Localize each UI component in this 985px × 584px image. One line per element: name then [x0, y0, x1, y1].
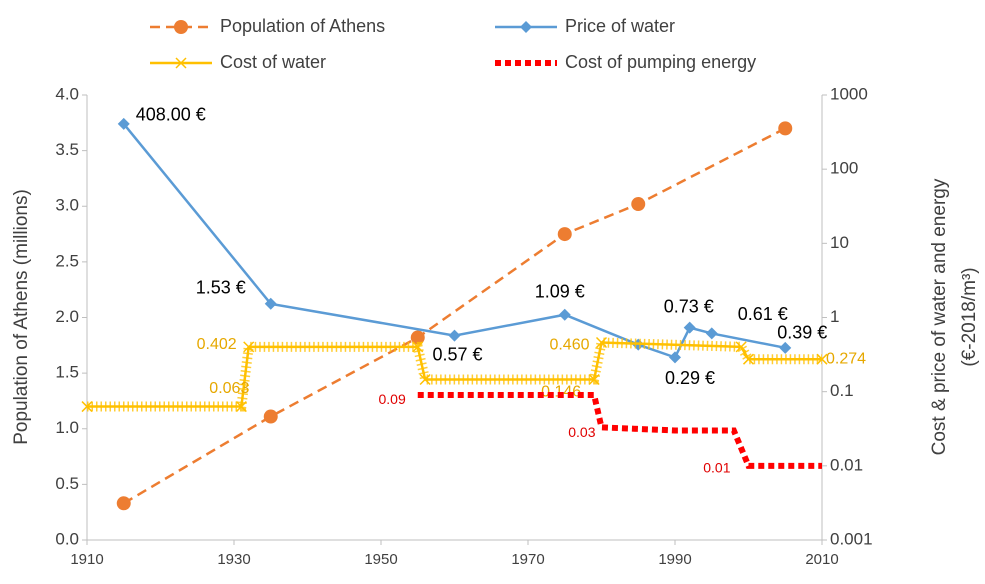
- marker: [412, 341, 424, 353]
- marker: [235, 401, 247, 413]
- y2-tick-label: 100: [830, 159, 858, 178]
- marker: [116, 496, 131, 511]
- marker: [669, 351, 681, 364]
- data-label: 408.00 €: [136, 105, 206, 125]
- marker: [410, 330, 425, 345]
- data-label: 0.09: [379, 391, 406, 407]
- y-tick-label: 1.5: [55, 363, 79, 382]
- marker: [816, 353, 828, 365]
- y2-tick-label: 0.1: [830, 381, 854, 400]
- data-label: 0.29 €: [665, 368, 715, 388]
- marker: [81, 401, 93, 413]
- marker: [558, 308, 571, 321]
- marker: [595, 336, 608, 349]
- y2-tick-label: 0.01: [830, 455, 863, 474]
- x-tick-label: 1910: [70, 551, 103, 568]
- x-tick-label: 1970: [511, 551, 544, 568]
- marker: [448, 329, 461, 342]
- y2-axis-title: Cost & price of water and energy: [929, 178, 950, 455]
- marker: [243, 341, 255, 353]
- y-tick-label: 2.5: [55, 251, 79, 270]
- data-label: 0.03: [568, 424, 595, 440]
- legend-label: Cost of water: [220, 52, 326, 72]
- series-line: [122, 123, 786, 359]
- marker: [735, 341, 747, 353]
- data-label: 0.402: [197, 336, 237, 353]
- marker: [683, 321, 696, 334]
- y-tick-label: 0.5: [55, 474, 79, 493]
- data-label: 0.39 €: [777, 323, 827, 343]
- y2-tick-label: 1000: [830, 84, 868, 103]
- x-tick-label: 1930: [217, 551, 250, 568]
- legend-marker: [174, 20, 188, 34]
- marker: [742, 353, 755, 365]
- x-tick-label: 1990: [658, 551, 691, 568]
- y-tick-label: 3.0: [55, 196, 79, 215]
- data-label: 1.09 €: [535, 281, 585, 301]
- series-line: [417, 392, 822, 469]
- series-line: [87, 341, 822, 408]
- data-label: 0.61 €: [738, 304, 788, 324]
- legend-marker: [175, 57, 187, 69]
- legend-label: Cost of pumping energy: [565, 52, 756, 72]
- y-tick-label: 3.5: [55, 140, 79, 159]
- legend-marker: [520, 21, 532, 33]
- y2-tick-label: 1: [830, 307, 839, 326]
- x-tick-label: 2010: [805, 551, 838, 568]
- legend-label: Price of water: [565, 16, 675, 36]
- legend-label: Population of Athens: [220, 16, 385, 36]
- data-label: 0.01: [703, 460, 730, 476]
- marker: [705, 327, 718, 340]
- data-label: 0.73 €: [664, 296, 714, 316]
- marker: [631, 197, 646, 212]
- y2-tick-label: 10: [830, 233, 849, 252]
- y2-tick-label: 0.001: [830, 529, 873, 548]
- y-tick-label: 2.0: [55, 307, 79, 326]
- marker: [117, 117, 130, 130]
- y2-axis-title: (€-2018/m³): [959, 267, 980, 366]
- marker: [778, 121, 793, 136]
- y-axis-title: Population of Athens (millions): [11, 189, 32, 445]
- y-tick-label: 4.0: [55, 84, 79, 103]
- marker: [588, 373, 600, 386]
- y-tick-label: 1.0: [55, 418, 79, 437]
- series-line: [123, 127, 786, 505]
- marker: [264, 297, 277, 310]
- x-tick-label: 1950: [364, 551, 397, 568]
- data-label: 0.274: [826, 350, 866, 367]
- marker: [263, 409, 278, 424]
- data-label: 0.57 €: [433, 344, 483, 364]
- marker: [557, 227, 572, 242]
- y-tick-label: 0.0: [55, 529, 79, 548]
- data-label: 0.460: [549, 337, 589, 354]
- data-label: 1.53 €: [196, 278, 246, 298]
- marker: [779, 341, 792, 354]
- marker: [419, 373, 431, 386]
- data-label: 0.063: [209, 380, 249, 397]
